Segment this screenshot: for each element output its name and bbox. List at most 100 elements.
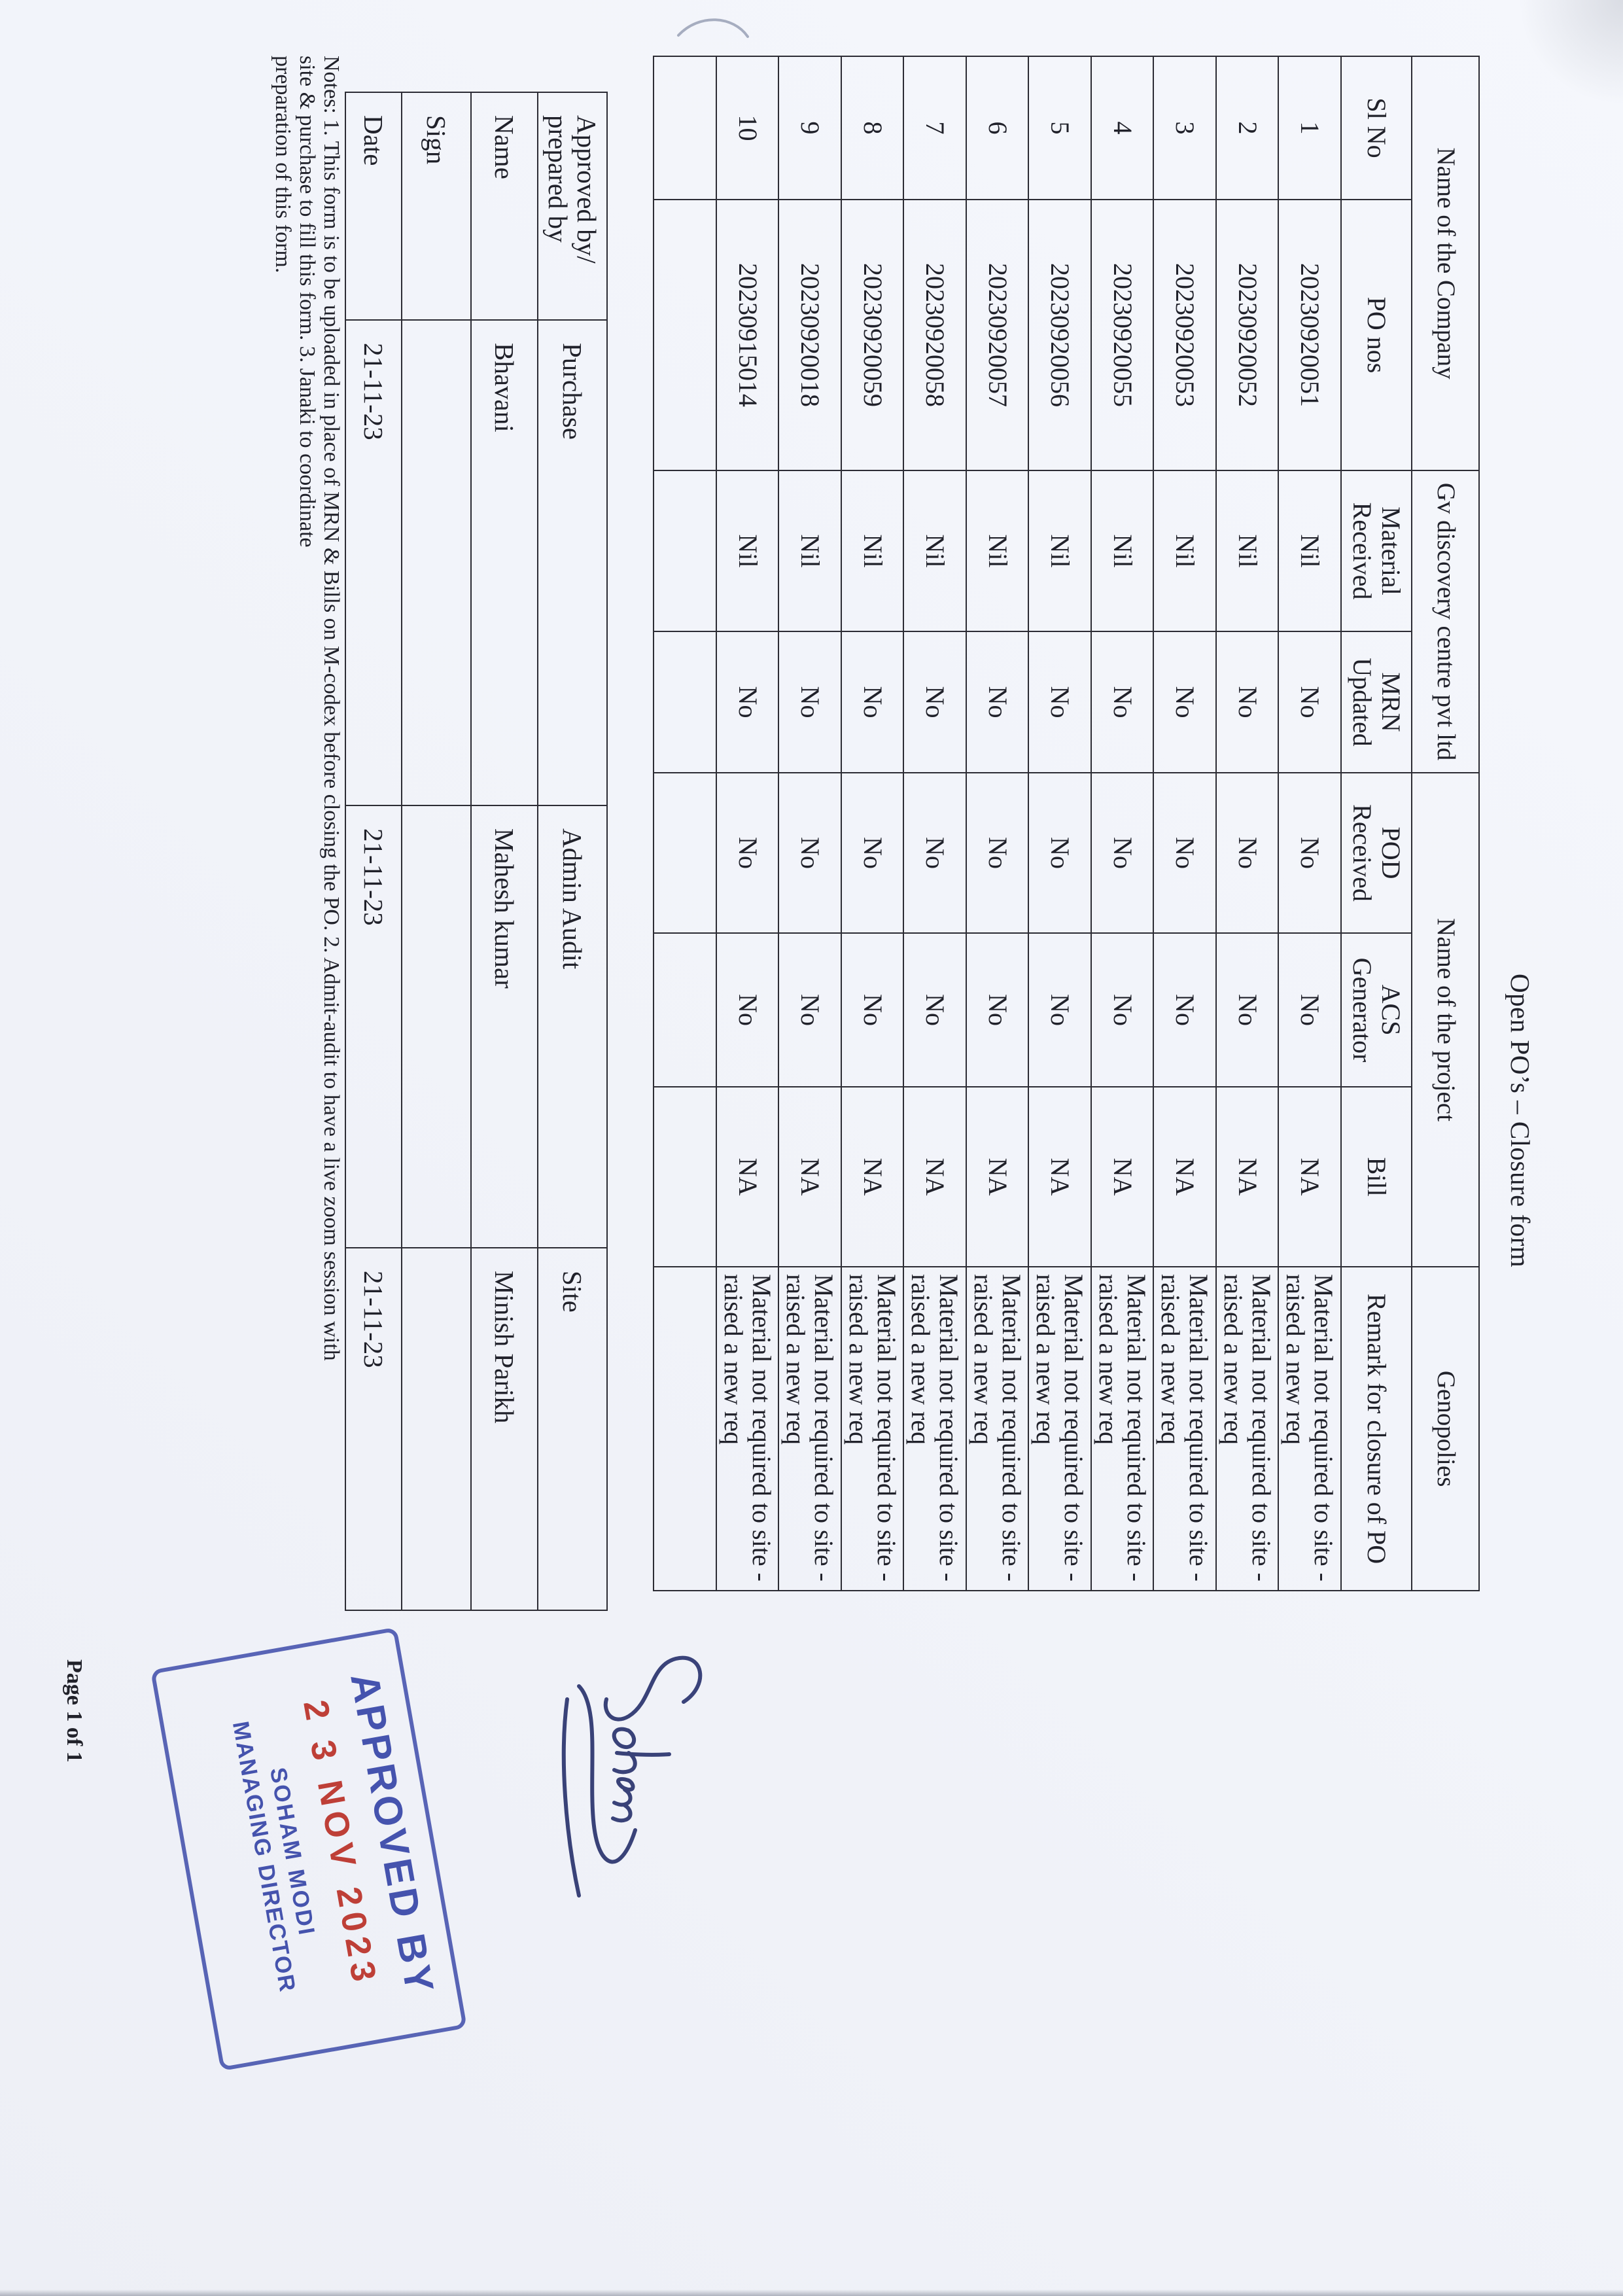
po-cell: NA: [716, 1087, 779, 1267]
po-cell: 20230920018: [778, 200, 841, 471]
po-cell: Material not required to site -raised a …: [716, 1267, 779, 1591]
po-cell: Material not required to site -raised a …: [841, 1267, 904, 1591]
po-cell: NA: [1278, 1087, 1341, 1267]
signature-cell: Bhavani: [471, 320, 538, 805]
empty-row: [654, 56, 716, 1591]
signature-header-row: Approved by/ prepared by Purchase Admin Au…: [538, 92, 607, 1610]
po-cell: Nil: [903, 470, 966, 632]
po-cell: [654, 200, 716, 471]
po-cell: Nil: [716, 470, 779, 632]
po-cell: No: [966, 773, 1029, 934]
po-cell: No: [1153, 773, 1216, 934]
po-cell: Material not required to site -raised a …: [1216, 1267, 1279, 1591]
po-cell: No: [1028, 631, 1091, 773]
po-cell: No: [1091, 773, 1154, 934]
po-cell: No: [1216, 631, 1279, 773]
po-cell: No: [903, 933, 966, 1087]
po-cell: No: [1278, 631, 1341, 773]
po-row: 2 20230920052 Nil No No No NA Material not requ…: [1216, 56, 1279, 1591]
signature-cell: 21-11-23: [345, 320, 402, 805]
po-cell: 9: [778, 56, 841, 200]
po-cell: Material not required to site -raised a …: [966, 1267, 1029, 1591]
signature-cell: [402, 320, 471, 805]
scan-corner-shading: [1518, 0, 1623, 105]
po-cell: [654, 933, 716, 1087]
po-cell: [654, 631, 716, 773]
po-cell: Nil: [778, 470, 841, 632]
po-cell: Nil: [1028, 470, 1091, 632]
po-cell: 20230920058: [903, 200, 966, 471]
po-cell: Material not required to site -raised a …: [778, 1267, 841, 1591]
po-cell: Material not required to site -raised a …: [1028, 1267, 1091, 1591]
soham-signature: [561, 1655, 703, 1898]
po-row: 7 20230920058 Nil No No No NA Material not requ…: [903, 56, 966, 1591]
po-cell: No: [1153, 933, 1216, 1087]
column-header-cell: Material Received: [1341, 470, 1412, 632]
po-row: 10 20230915014 Nil No No No NA Material not req…: [716, 56, 779, 1591]
po-cell: Nil: [966, 470, 1029, 632]
po-cell: 20230920057: [966, 200, 1029, 471]
po-cell: NA: [903, 1087, 966, 1267]
po-row: 6 20230920057 Nil No No No NA Material not requ…: [966, 56, 1029, 1591]
po-cell: No: [1278, 773, 1341, 934]
po-cell: No: [903, 631, 966, 773]
po-table-header: Name of the Company Gv discovery centre p…: [1341, 56, 1479, 1591]
po-cell: 6: [966, 56, 1029, 200]
column-header-cell: Remark for closure of PO: [1341, 1267, 1412, 1591]
po-cell: 5: [1028, 56, 1091, 200]
po-cell: No: [841, 773, 904, 934]
company-header-cell: Gv discovery centre pvt ltd: [1412, 470, 1479, 773]
po-cell: Material not required to site -raised a …: [1278, 1267, 1341, 1591]
po-cell: [654, 1087, 716, 1267]
po-cell: 8: [841, 56, 904, 200]
approval-stamp: APPROVED BY 2 3 NOV 2023 SOHAM MODI MANA…: [150, 1627, 468, 2072]
company-header-cell: Name of the Company: [1412, 56, 1479, 471]
signature-table-body: Approved by/ prepared by Purchase Admin Au…: [345, 92, 607, 1610]
signature-cell: [402, 805, 471, 1248]
po-cell: [654, 773, 716, 934]
po-cell: No: [841, 631, 904, 773]
column-header-cell: Sl No: [1341, 56, 1412, 200]
po-cell: No: [716, 933, 779, 1087]
po-cell: No: [966, 933, 1029, 1087]
company-header-cell: Genopolies: [1412, 1267, 1479, 1591]
signature-cell: [402, 1248, 471, 1610]
stray-pen-mark: [677, 18, 749, 38]
po-cell: Nil: [1153, 470, 1216, 632]
po-cell: No: [1216, 933, 1279, 1087]
po-cell: No: [778, 773, 841, 934]
signature-header-cell: Admin Audit: [538, 805, 607, 1248]
po-cell: No: [778, 933, 841, 1087]
po-cell: 20230920053: [1153, 200, 1216, 471]
po-cell: No: [1153, 631, 1216, 773]
po-cell: 20230920052: [1216, 200, 1279, 471]
po-cell: No: [1216, 773, 1279, 934]
po-cell: 20230920055: [1091, 200, 1154, 471]
po-cell: No: [778, 631, 841, 773]
po-cell: NA: [1028, 1087, 1091, 1267]
po-row: 8 20230920059 Nil No No No NA Material not requ…: [841, 56, 904, 1591]
scan-edge-shadow: [0, 2289, 1623, 2296]
company-header-cell: Name of the project: [1412, 773, 1479, 1267]
column-header-cell: POD Received: [1341, 773, 1412, 934]
column-header-row: Sl No PO nos Material Received MRN Updated P…: [1341, 56, 1412, 1591]
signature-table: Approved by/ prepared by Purchase Admin Au…: [345, 92, 608, 1611]
po-row: 3 20230920053 Nil No No No NA Material not requ…: [1153, 56, 1216, 1591]
po-cell: No: [903, 773, 966, 934]
po-closure-table: Name of the Company Gv discovery centre p…: [653, 56, 1480, 1591]
po-cell: No: [1028, 933, 1091, 1087]
signature-cell: Minish Parikh: [471, 1248, 538, 1610]
signature-cell: 21-11-23: [345, 1248, 402, 1610]
po-cell: Nil: [841, 470, 904, 632]
po-cell: No: [716, 773, 779, 934]
signature-cell: Name: [471, 92, 538, 320]
po-cell: [654, 470, 716, 632]
signature-row: Name Bhavani Mahesh kumar Minish Parikh: [471, 92, 538, 1610]
po-cell: No: [966, 631, 1029, 773]
po-cell: 20230920051: [1278, 200, 1341, 471]
column-header-cell: ACS Generator: [1341, 933, 1412, 1087]
column-header-cell: Bill: [1341, 1087, 1412, 1267]
po-cell: Nil: [1278, 470, 1341, 632]
signature-row: Sign: [402, 92, 471, 1610]
